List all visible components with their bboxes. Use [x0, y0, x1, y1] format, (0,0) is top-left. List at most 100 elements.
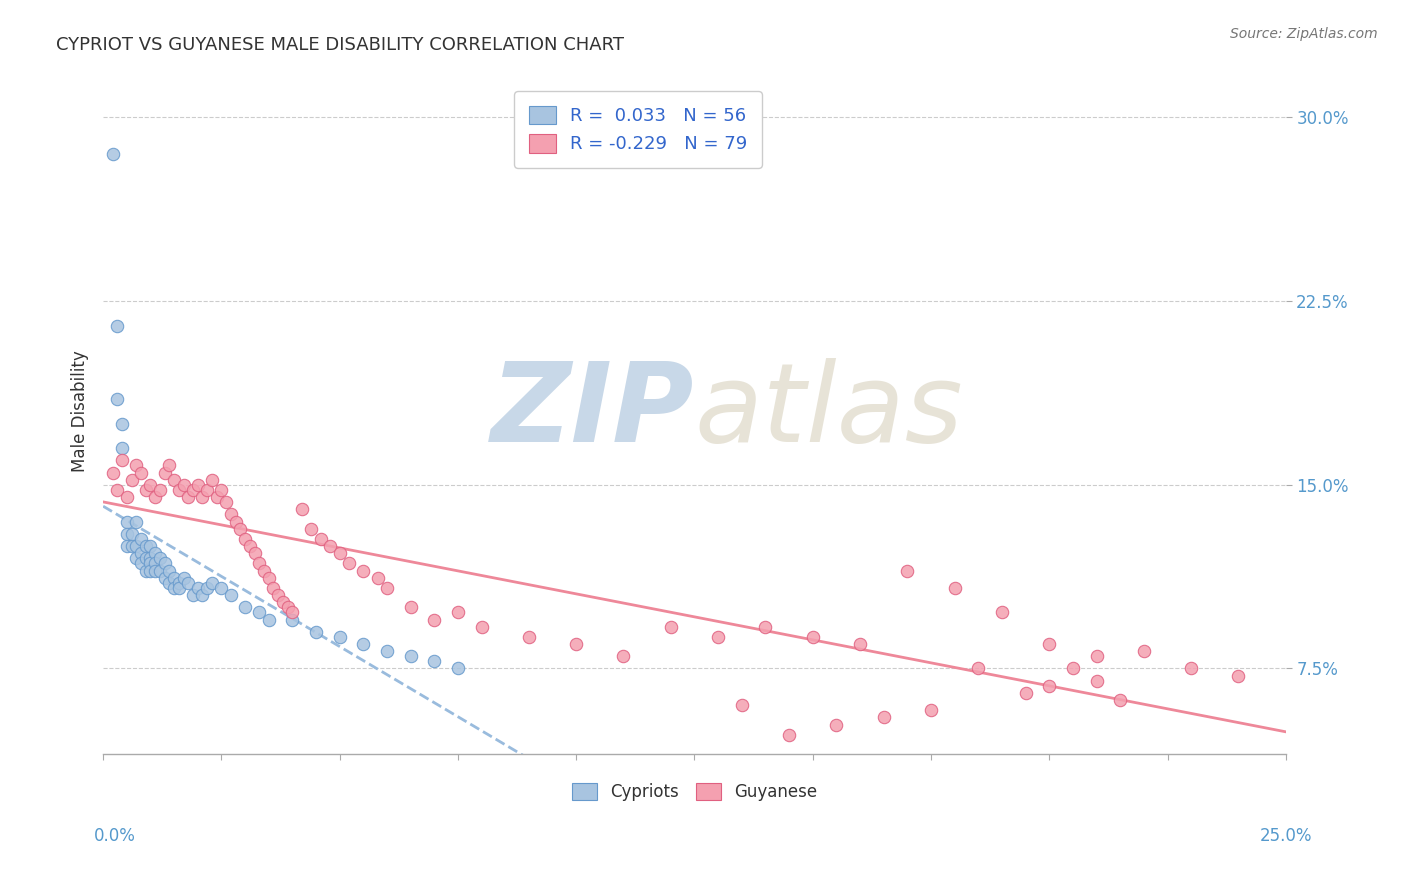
Point: [267, 588, 290, 602]
Point: [177, 490, 200, 504]
Point: [262, 581, 284, 595]
Point: [309, 532, 332, 546]
Text: ZIP: ZIP: [491, 358, 695, 465]
Point: [125, 539, 148, 553]
Point: [163, 473, 186, 487]
Point: [153, 466, 176, 480]
Point: [565, 637, 588, 651]
Point: [121, 526, 143, 541]
Point: [329, 630, 352, 644]
Point: [153, 571, 176, 585]
Point: [129, 546, 152, 560]
Point: [143, 564, 166, 578]
Point: [399, 649, 422, 664]
Point: [111, 441, 134, 455]
Point: [157, 458, 180, 473]
Point: [229, 522, 252, 536]
Point: [873, 710, 896, 724]
Point: [115, 515, 138, 529]
Point: [139, 478, 162, 492]
Point: [115, 490, 138, 504]
Point: [115, 526, 138, 541]
Point: [149, 483, 172, 497]
Point: [281, 613, 304, 627]
Point: [1062, 661, 1084, 675]
Point: [177, 575, 200, 590]
Point: [366, 571, 388, 585]
Point: [219, 507, 242, 521]
Point: [352, 564, 374, 578]
Point: [233, 532, 256, 546]
Point: [149, 551, 172, 566]
Point: [991, 605, 1014, 619]
Point: [447, 605, 470, 619]
Point: [187, 478, 209, 492]
Point: [157, 564, 180, 578]
Point: [967, 661, 990, 675]
Point: [167, 575, 190, 590]
Text: 25.0%: 25.0%: [1260, 827, 1312, 845]
Point: [257, 613, 280, 627]
Point: [305, 624, 328, 639]
Point: [778, 728, 800, 742]
Point: [1014, 686, 1036, 700]
Point: [111, 453, 134, 467]
Point: [399, 600, 422, 615]
Point: [125, 551, 148, 566]
Point: [173, 571, 195, 585]
Point: [352, 637, 374, 651]
Point: [173, 478, 195, 492]
Point: [247, 556, 270, 570]
Point: [143, 546, 166, 560]
Point: [375, 581, 398, 595]
Point: [1109, 693, 1132, 707]
Point: [239, 539, 262, 553]
Point: [329, 546, 352, 560]
Point: [129, 532, 152, 546]
Point: [139, 551, 162, 566]
Point: [849, 637, 872, 651]
Point: [801, 630, 824, 644]
Point: [201, 575, 224, 590]
Point: [163, 571, 186, 585]
Text: atlas: atlas: [695, 358, 963, 465]
Point: [153, 556, 176, 570]
Point: [105, 483, 128, 497]
Point: [129, 466, 152, 480]
Point: [1085, 673, 1108, 688]
Text: Source: ZipAtlas.com: Source: ZipAtlas.com: [1230, 27, 1378, 41]
Point: [219, 588, 242, 602]
Point: [731, 698, 754, 713]
Point: [754, 620, 776, 634]
Point: [943, 581, 966, 595]
Point: [191, 490, 214, 504]
Point: [659, 620, 682, 634]
Point: [101, 147, 124, 161]
Point: [209, 483, 232, 497]
Point: [375, 644, 398, 658]
Point: [257, 571, 280, 585]
Point: [447, 661, 470, 675]
Point: [225, 515, 247, 529]
Point: [157, 575, 180, 590]
Point: [281, 605, 304, 619]
Point: [121, 539, 143, 553]
Text: 0.0%: 0.0%: [94, 827, 136, 845]
Point: [243, 546, 266, 560]
Point: [612, 649, 634, 664]
Point: [139, 564, 162, 578]
Point: [139, 556, 162, 570]
Point: [1038, 637, 1060, 651]
Point: [187, 581, 209, 595]
Point: [825, 718, 848, 732]
Point: [517, 630, 540, 644]
Point: [135, 539, 157, 553]
Point: [167, 581, 190, 595]
Point: [135, 551, 157, 566]
Point: [253, 564, 276, 578]
Point: [896, 564, 918, 578]
Point: [209, 581, 232, 595]
Text: CYPRIOT VS GUYANESE MALE DISABILITY CORRELATION CHART: CYPRIOT VS GUYANESE MALE DISABILITY CORR…: [56, 36, 624, 54]
Point: [105, 318, 128, 333]
Point: [195, 581, 218, 595]
